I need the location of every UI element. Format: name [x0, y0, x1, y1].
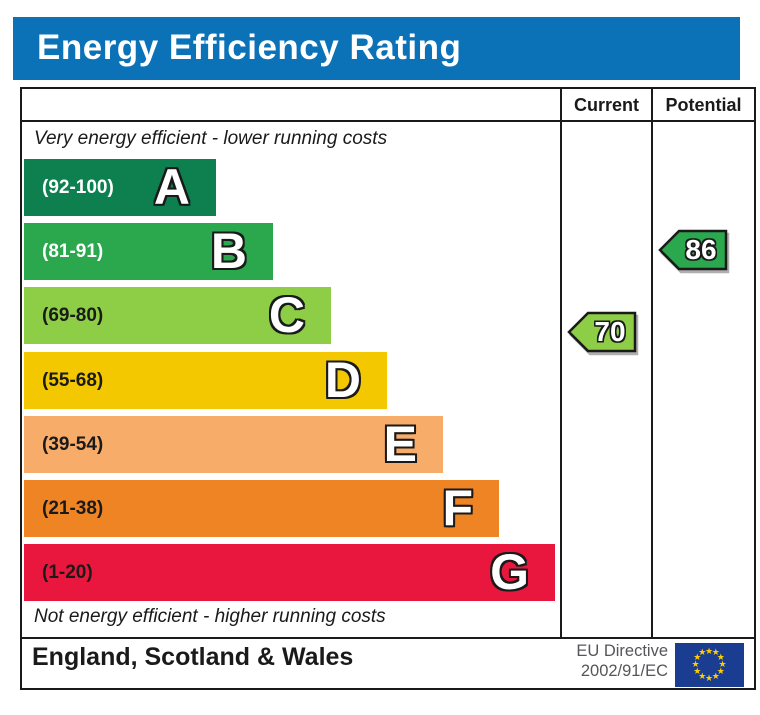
eu-star-icon: ★ — [711, 647, 720, 658]
eu-star-icon: ★ — [718, 659, 727, 669]
potential-arrow-shape — [658, 229, 728, 271]
eu-star-icon: ★ — [691, 659, 700, 669]
rating-table: Current Potential Very energy efficient … — [20, 87, 756, 690]
eu-directive-line2: 2002/91/EC — [580, 662, 668, 680]
eu-directive-label: EU Directive 2002/91/EC — [472, 641, 668, 681]
current-rating-value: 70 — [594, 316, 626, 347]
band-range-label: (55-68) — [42, 369, 104, 391]
eu-directive-line1: EU Directive — [576, 642, 668, 660]
band-range-label: (81-91) — [42, 240, 104, 262]
current-arrow-shape — [567, 311, 637, 353]
band-range-label: (69-80) — [42, 304, 104, 326]
potential-rating-value: 86 — [685, 234, 717, 265]
band-letter: B — [210, 222, 247, 279]
eu-star-icon: ★ — [693, 652, 702, 663]
band-range-label: (1-20) — [42, 561, 93, 583]
eu-flag-icon: ★ ★ ★ ★ ★ ★ ★ ★ ★ ★ ★ ★ — [675, 643, 744, 687]
eu-star-icon: ★ — [716, 652, 725, 663]
rating-band-b: (81-91) B — [24, 222, 273, 280]
rating-band-f: (21-38) F — [24, 479, 499, 537]
eu-star-icon: ★ — [705, 645, 714, 656]
page-title: Energy Efficiency Rating — [13, 17, 740, 80]
band-letter: A — [153, 158, 190, 215]
eu-star-icon: ★ — [716, 665, 725, 676]
header-divider — [22, 120, 754, 122]
top-note: Very energy efficient - lower running co… — [34, 128, 388, 149]
eu-star-icon: ★ — [705, 672, 714, 683]
band-letter: D — [324, 351, 361, 408]
footer-divider — [22, 637, 754, 639]
band-letter: C — [268, 286, 305, 343]
eu-star-icon: ★ — [698, 647, 707, 658]
band-range-label: (39-54) — [42, 433, 104, 455]
current-rating-arrow: 70 — [567, 311, 637, 353]
band-range-label: (92-100) — [42, 176, 114, 198]
rating-band-a: (92-100) A — [24, 158, 216, 216]
column-divider-potential — [651, 89, 653, 637]
rating-band-e: (39-54) E — [24, 415, 443, 473]
eu-star-icon: ★ — [711, 670, 720, 681]
band-range-label: (21-38) — [42, 497, 104, 519]
bottom-note: Not energy efficient - higher running co… — [34, 606, 386, 627]
band-letter: F — [442, 479, 473, 536]
region-label: England, Scotland & Wales — [32, 643, 354, 671]
band-letter: G — [490, 543, 529, 600]
rating-band-d: (55-68) D — [24, 351, 387, 409]
potential-rating-arrow: 86 — [658, 229, 728, 271]
eu-star-icon: ★ — [693, 665, 702, 676]
rating-band-c: (69-80) C — [24, 286, 331, 344]
column-header-current: Current — [573, 95, 639, 115]
column-header-potential: Potential — [665, 95, 742, 115]
column-divider-current — [560, 89, 562, 637]
rating-band-g: (1-20) G — [24, 543, 555, 601]
band-letter: E — [383, 415, 417, 472]
eu-star-icon: ★ — [698, 670, 707, 681]
